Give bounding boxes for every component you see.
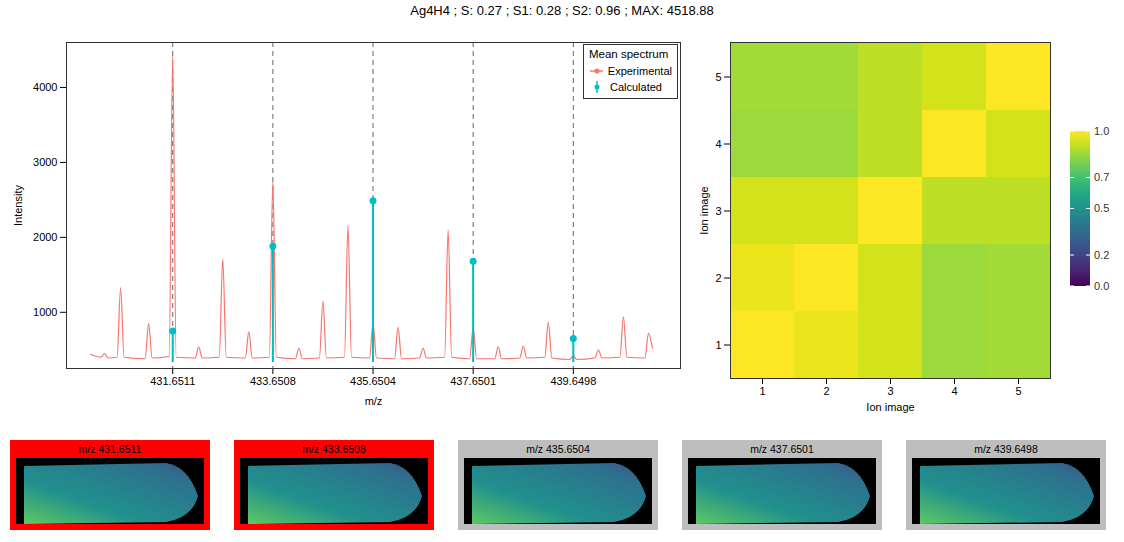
svg-text:437.6501: 437.6501 xyxy=(450,375,496,387)
svg-text:Ion image: Ion image xyxy=(698,186,710,234)
svg-text:1: 1 xyxy=(715,339,721,351)
svg-text:2: 2 xyxy=(715,272,721,284)
html-text:m/z 431.6511: m/z 431.6511 xyxy=(78,443,142,455)
svg-text:1: 1 xyxy=(759,385,765,397)
svg-text:1000: 1000 xyxy=(33,306,57,318)
svg-text:5: 5 xyxy=(1015,385,1021,397)
svg-text:3: 3 xyxy=(887,385,893,397)
svg-text:0.7: 0.7 xyxy=(1094,171,1109,183)
svg-text:4: 4 xyxy=(951,385,957,397)
svg-text:Intensity: Intensity xyxy=(12,185,24,226)
svg-text:3: 3 xyxy=(715,205,721,217)
svg-text:4000: 4000 xyxy=(33,81,57,93)
html-text:Experimental: Experimental xyxy=(607,65,672,77)
svg-text:5: 5 xyxy=(715,71,721,83)
svg-text:0.0: 0.0 xyxy=(1094,280,1109,292)
html-text:Ag4H4 ; S: 0.27 ; S1: 0.28 ; S: Ag4H4 ; S: 0.27 ; S1: 0.28 ; S2: 0.96 ; … xyxy=(410,3,714,18)
svg-text:2: 2 xyxy=(823,385,829,397)
svg-text:431.6511: 431.6511 xyxy=(150,375,195,387)
svg-text:3000: 3000 xyxy=(33,156,57,168)
svg-text:1.0: 1.0 xyxy=(1094,125,1109,137)
html-text:Mean spectrum: Mean spectrum xyxy=(589,48,669,60)
html-text:Calculated: Calculated xyxy=(610,81,662,93)
svg-text:439.6498: 439.6498 xyxy=(550,375,596,387)
svg-text:435.6504: 435.6504 xyxy=(350,375,396,387)
svg-text:433.6508: 433.6508 xyxy=(250,375,296,387)
svg-text:Ion image: Ion image xyxy=(866,401,914,413)
svg-text:2000: 2000 xyxy=(33,231,57,243)
svg-text:m/z: m/z xyxy=(365,395,383,407)
svg-text:0.2: 0.2 xyxy=(1094,249,1109,261)
svg-text:0.5: 0.5 xyxy=(1094,202,1109,214)
svg-text:4: 4 xyxy=(715,138,721,150)
html-text:m/z 437.6501: m/z 437.6501 xyxy=(750,443,814,455)
html-text:m/z 433.6508: m/z 433.6508 xyxy=(302,443,366,455)
html-text:m/z 439.6498: m/z 439.6498 xyxy=(974,443,1038,455)
html-text:m/z 435.6504: m/z 435.6504 xyxy=(526,443,590,455)
